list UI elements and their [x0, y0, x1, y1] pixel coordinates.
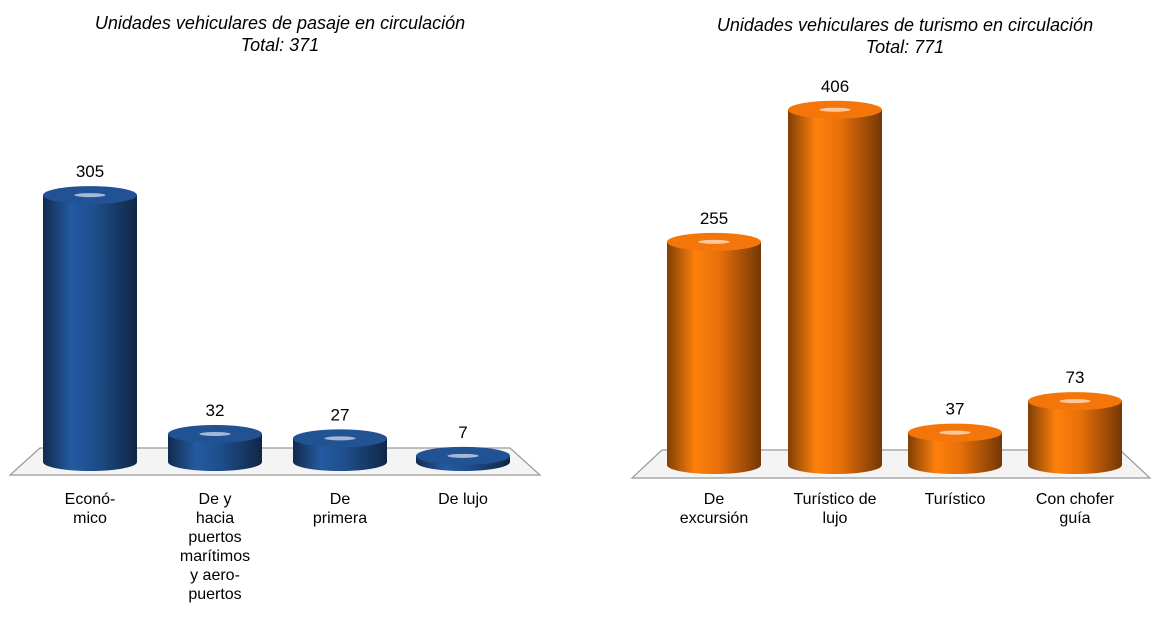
bar — [1028, 392, 1122, 474]
bar-highlight — [74, 193, 106, 198]
category-label: Con chofer guía — [1035, 491, 1115, 527]
value-label: 27 — [331, 405, 350, 424]
bar — [788, 100, 882, 474]
value-label: 37 — [946, 400, 965, 419]
bar — [168, 425, 262, 471]
category-label: De lujo — [438, 491, 488, 508]
bar — [293, 429, 387, 471]
chart-subtitle: Total: 771 — [865, 37, 945, 57]
bar-body — [1028, 401, 1122, 465]
value-label: 7 — [458, 423, 467, 442]
bar-body — [667, 241, 761, 465]
chart-title: Unidades vehiculares de pasaje en circul… — [94, 13, 466, 33]
bar-body — [43, 195, 137, 462]
bar — [667, 232, 761, 474]
value-label: 305 — [76, 162, 104, 181]
bar-highlight — [447, 453, 479, 458]
category-label: De y hacia puertos marítimos y aero- pue… — [179, 491, 251, 603]
bar — [908, 423, 1002, 474]
floor — [8, 447, 542, 476]
bar-highlight — [199, 432, 231, 436]
category-label: Turístico de lujo — [793, 491, 877, 527]
value-label: 406 — [821, 77, 849, 96]
bar — [43, 186, 137, 471]
chart-title: Unidades vehiculares de turismo en circu… — [716, 15, 1094, 35]
bar-body — [788, 109, 882, 465]
value-label: 32 — [206, 401, 225, 420]
bar — [416, 446, 510, 471]
category-label: De primera — [312, 491, 368, 527]
value-label: 255 — [700, 209, 728, 228]
bar-highlight — [1059, 399, 1091, 404]
category-label: Turístico — [924, 491, 986, 508]
bar-highlight — [698, 239, 730, 244]
bar-highlight — [324, 436, 356, 441]
bar-highlight — [939, 430, 971, 435]
value-label: 73 — [1066, 368, 1085, 387]
category-label: De excursión — [679, 491, 749, 527]
bar-highlight — [819, 107, 851, 112]
chart-subtitle: Total: 371 — [240, 35, 320, 55]
category-label: Econó- mico — [64, 491, 116, 527]
